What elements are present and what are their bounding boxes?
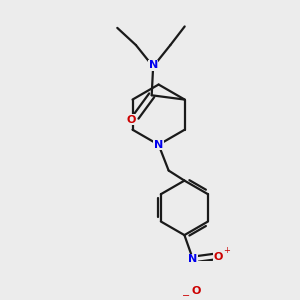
Text: N: N (148, 60, 158, 70)
Text: +: + (223, 246, 230, 255)
Text: O: O (191, 286, 201, 296)
Text: N: N (188, 254, 198, 265)
Text: O: O (213, 252, 223, 262)
Text: O: O (127, 115, 136, 125)
Text: −: − (182, 291, 190, 300)
Text: N: N (154, 140, 163, 150)
